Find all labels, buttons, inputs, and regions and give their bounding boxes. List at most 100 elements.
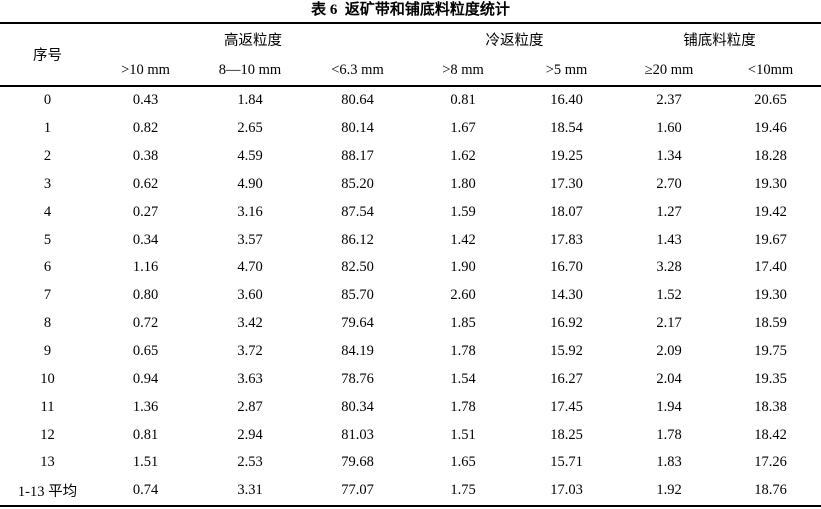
value-cell: 3.57 <box>237 231 263 248</box>
value-cell: 80.64 <box>341 92 374 109</box>
value-cell: 1.78 <box>450 343 476 360</box>
value-cell: 2.53 <box>237 454 263 471</box>
value-cell: 15.71 <box>550 454 583 471</box>
value-cell: 16.40 <box>550 92 583 109</box>
value-cell: 77.07 <box>341 482 374 499</box>
value-cell: 1.51 <box>450 426 476 443</box>
value-cell: 1.52 <box>656 287 682 304</box>
value-cell: 19.67 <box>754 231 787 248</box>
value-cell: 0.43 <box>132 92 159 109</box>
row-index-cell: 9 <box>43 343 52 360</box>
value-cell: 1.84 <box>237 92 263 109</box>
row-index-cell: 6 <box>43 259 52 276</box>
value-cell: 2.09 <box>656 343 682 360</box>
value-cell: 17.83 <box>550 231 583 248</box>
table-row: 1-13 平均 0.74 3.31 77.07 1.75 17.03 1.92 18.76 <box>0 477 821 506</box>
value-cell: 18.54 <box>550 120 583 137</box>
value-cell: 0.94 <box>132 370 159 387</box>
column-header-serial: 序号 <box>0 23 95 87</box>
value-cell: 82.50 <box>341 259 374 276</box>
value-cell: 1.62 <box>450 148 476 165</box>
table-row: 0 0.43 1.84 80.64 0.81 16.40 2.37 20.65 <box>0 86 821 115</box>
value-cell: 0.81 <box>450 92 476 109</box>
value-cell: 19.30 <box>754 287 787 304</box>
particle-size-table: 序号 高返粒度 冷返粒度 铺底料粒度 >10 mm 8—10 mm <6.3 m… <box>0 22 821 507</box>
row-index-cell: 7 <box>43 287 52 304</box>
value-cell: 2.94 <box>237 426 263 443</box>
value-cell: 18.07 <box>550 203 583 220</box>
value-cell: 17.26 <box>754 454 787 471</box>
value-cell: 16.92 <box>550 315 583 332</box>
value-cell: 0.65 <box>132 343 159 360</box>
value-cell: 1.78 <box>656 426 682 443</box>
value-cell: 0.27 <box>132 203 159 220</box>
value-cell: 19.46 <box>754 120 787 137</box>
column-header-lt10mm: <10mm <box>720 55 821 87</box>
value-cell: 84.19 <box>341 343 374 360</box>
value-cell: 78.76 <box>341 370 374 387</box>
row-index-cell: 4 <box>43 203 52 220</box>
value-cell: 88.17 <box>341 148 374 165</box>
table-row: 10 0.94 3.63 78.76 1.54 16.27 2.04 19.35 <box>0 365 821 393</box>
table-row: 5 0.34 3.57 86.12 1.42 17.83 1.43 19.67 <box>0 226 821 254</box>
value-cell: 1.85 <box>450 315 476 332</box>
value-cell: 1.80 <box>450 175 476 192</box>
value-cell: 1.67 <box>450 120 476 137</box>
value-cell: 0.34 <box>132 231 159 248</box>
value-cell: 0.82 <box>132 120 159 137</box>
value-cell: 19.42 <box>754 203 787 220</box>
value-cell: 14.30 <box>550 287 583 304</box>
value-cell: 18.28 <box>754 148 787 165</box>
value-cell: 16.27 <box>550 370 583 387</box>
table-body: 0 0.43 1.84 80.64 0.81 16.40 2.37 20.65 1 0.82 2.6… <box>0 86 821 506</box>
value-cell: 1.54 <box>450 370 476 387</box>
value-cell: 3.42 <box>237 315 263 332</box>
value-cell: 17.45 <box>550 398 583 415</box>
value-cell: 1.42 <box>450 231 476 248</box>
value-cell: 0.80 <box>132 287 159 304</box>
value-cell: 80.34 <box>341 398 374 415</box>
row-index-cell: 2 <box>43 148 52 165</box>
value-cell: 1.34 <box>656 148 682 165</box>
table-header: 序号 高返粒度 冷返粒度 铺底料粒度 >10 mm 8—10 mm <6.3 m… <box>0 23 821 87</box>
value-cell: 20.65 <box>754 92 787 109</box>
value-cell: 1.90 <box>450 259 476 276</box>
value-cell: 85.70 <box>341 287 374 304</box>
table-row: 3 0.62 4.90 85.20 1.80 17.30 2.70 19.30 <box>0 171 821 199</box>
table-row: 9 0.65 3.72 84.19 1.78 15.92 2.09 19.75 <box>0 338 821 366</box>
value-cell: 19.35 <box>754 370 787 387</box>
value-cell: 1.59 <box>450 203 476 220</box>
value-cell: 3.63 <box>237 370 263 387</box>
column-header-ge20mm: ≥20 mm <box>618 55 721 87</box>
value-cell: 1.43 <box>656 231 682 248</box>
value-cell: 17.03 <box>550 482 583 499</box>
value-cell: 80.14 <box>341 120 374 137</box>
table-row: 6 1.16 4.70 82.50 1.90 16.70 3.28 17.40 <box>0 254 821 282</box>
value-cell: 2.70 <box>656 175 682 192</box>
group-header-row: 序号 高返粒度 冷返粒度 铺底料粒度 <box>0 23 821 87</box>
value-cell: 3.28 <box>656 259 682 276</box>
value-cell: 81.03 <box>341 426 374 443</box>
row-index-cell: 11 <box>40 398 55 415</box>
column-header-gt10mm: >10 mm <box>95 55 196 87</box>
value-cell: 2.60 <box>450 287 476 304</box>
value-cell: 1.94 <box>656 398 682 415</box>
value-cell: 87.54 <box>341 203 374 220</box>
value-cell: 79.64 <box>341 315 374 332</box>
value-cell: 1.65 <box>450 454 476 471</box>
column-header-gt5mm: >5 mm <box>515 55 619 87</box>
row-index-cell: 13 <box>40 454 55 471</box>
value-cell: 85.20 <box>341 175 374 192</box>
value-cell: 18.42 <box>754 426 787 443</box>
value-cell: 1.78 <box>450 398 476 415</box>
column-header-lt6.3mm: <6.3 mm <box>304 55 412 87</box>
value-cell: 1.27 <box>656 203 682 220</box>
row-index-cell: 3 <box>43 175 52 192</box>
value-cell: 1.60 <box>656 120 682 137</box>
value-cell: 4.59 <box>237 148 263 165</box>
value-cell: 3.31 <box>237 482 263 499</box>
value-cell: 4.90 <box>237 175 263 192</box>
value-cell: 2.87 <box>237 398 263 415</box>
value-cell: 79.68 <box>341 454 374 471</box>
